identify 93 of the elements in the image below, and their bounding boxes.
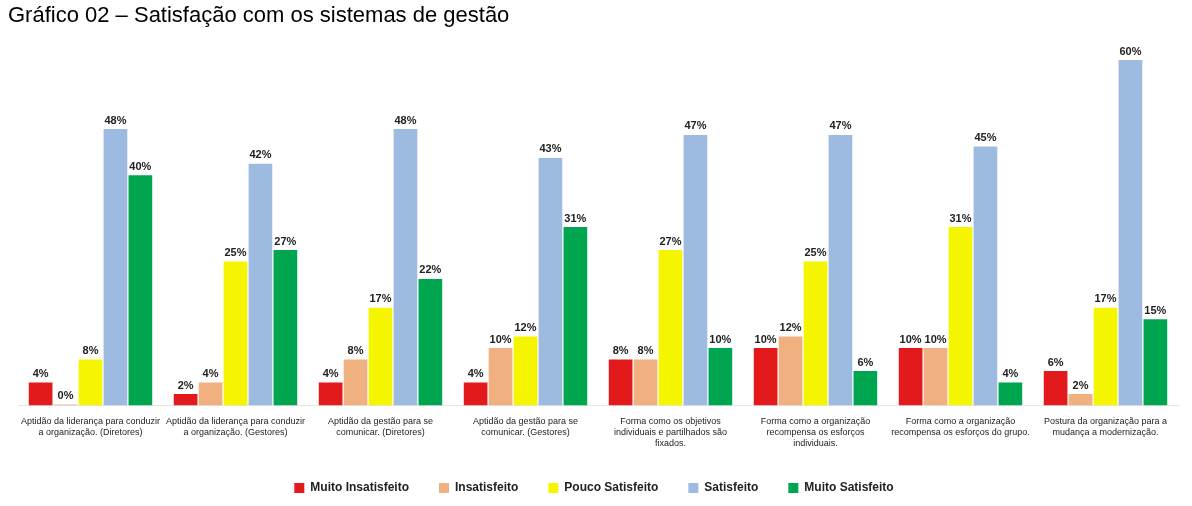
bar: [683, 134, 708, 406]
data-label: 15%: [1144, 303, 1167, 316]
x-tick-label: Forma como a organização recompensa os esforços do grupo.: [891, 416, 1030, 438]
data-label: 48%: [104, 113, 127, 126]
data-label: 48%: [394, 113, 417, 126]
data-label: 0%: [57, 389, 74, 402]
data-label: 12%: [779, 321, 802, 334]
legend-label: Muito Insatisfeito: [310, 480, 409, 495]
bar: [78, 359, 103, 406]
data-label: 25%: [224, 246, 247, 259]
data-label: 40%: [129, 159, 152, 172]
bar: [803, 261, 828, 406]
bar: [753, 348, 778, 406]
data-label: 45%: [974, 130, 997, 143]
bar: [173, 394, 198, 406]
legend-label: Pouco Satisfeito: [564, 480, 659, 495]
data-label: 4%: [467, 367, 484, 380]
x-tick-label: Postura da organização para a mudança a modernização.: [1043, 416, 1168, 438]
bar: [1068, 394, 1093, 406]
data-label: 10%: [924, 332, 947, 345]
data-label: 8%: [347, 344, 364, 357]
bar: [998, 382, 1023, 406]
bar: [898, 348, 923, 406]
bar: [1093, 307, 1118, 406]
bar: [923, 348, 948, 406]
data-label: 31%: [949, 211, 972, 224]
data-label: 43%: [539, 142, 562, 155]
bar: [828, 134, 853, 406]
bar: [608, 359, 633, 406]
data-label: 10%: [754, 332, 777, 345]
bar: [248, 163, 273, 406]
data-label: 12%: [514, 321, 537, 334]
x-tick-label: Forma como a organização recompensa os esforços individuais.: [760, 416, 871, 449]
data-label: 47%: [829, 119, 852, 132]
data-label: 4%: [32, 367, 49, 380]
data-label: 47%: [684, 119, 707, 132]
legend-label: Muito Satisfeito: [804, 480, 894, 495]
legend-label: Insatisfeito: [454, 480, 519, 495]
data-label: 4%: [1002, 367, 1019, 380]
bar: [973, 146, 998, 406]
data-label: 4%: [322, 367, 339, 380]
data-label: 6%: [857, 355, 874, 368]
bar: [633, 359, 658, 406]
data-label: 27%: [274, 234, 297, 247]
bar: [28, 382, 53, 406]
data-label: 25%: [804, 246, 827, 259]
data-label: 6%: [1047, 355, 1064, 368]
bar: [318, 382, 343, 406]
data-label: 8%: [637, 344, 654, 357]
bar: [128, 175, 153, 406]
bar: [223, 261, 248, 406]
data-label: 31%: [564, 211, 587, 224]
bar: [948, 227, 973, 406]
data-label: 60%: [1119, 44, 1142, 57]
bar: [708, 348, 733, 406]
data-label: 17%: [1094, 292, 1117, 305]
bar: [513, 336, 538, 406]
data-label: 42%: [249, 148, 272, 161]
bar: [103, 129, 128, 406]
data-label: 4%: [202, 367, 219, 380]
bar: [1143, 319, 1168, 406]
x-tick-label: Aptidão da gestão para se comunicar. (Gestores): [472, 416, 579, 438]
bar: [563, 227, 588, 406]
data-label: 8%: [612, 344, 629, 357]
bar: [418, 278, 443, 406]
bar: [463, 382, 488, 406]
data-label: 10%: [899, 332, 922, 345]
bar: [1043, 371, 1068, 406]
x-tick-label: Forma como os objetivos individuais e partilhados são fixados.: [613, 416, 728, 449]
data-label: 2%: [1072, 378, 1089, 391]
x-tick-label: Aptidão da liderança para conduzir a organização. (Diretores): [20, 416, 161, 438]
legend-label: Satisfeito: [704, 480, 759, 495]
bar: [1118, 60, 1143, 406]
data-label: 22%: [419, 263, 442, 276]
bar: [198, 382, 223, 406]
data-label: 8%: [82, 344, 99, 357]
data-label: 10%: [489, 332, 512, 345]
bar: [368, 307, 393, 406]
chart-title: Gráfico 02 – Satisfação com os sistemas de gestão: [7, 1, 511, 29]
data-label: 27%: [659, 234, 682, 247]
data-label: 2%: [177, 378, 194, 391]
bar: [273, 250, 298, 406]
bar: [853, 371, 878, 406]
data-label: 17%: [369, 292, 392, 305]
bar: [343, 359, 368, 406]
bar: [658, 250, 683, 406]
bar: [538, 157, 563, 406]
bar: [778, 336, 803, 406]
bar: [393, 129, 418, 406]
bar: [488, 348, 513, 406]
data-label: 10%: [709, 332, 732, 345]
x-tick-label: Aptidão da liderança para conduzir a organização. (Gestores): [165, 416, 306, 438]
x-tick-label: Aptidão da gestão para se comunicar. (Diretores): [327, 416, 434, 438]
